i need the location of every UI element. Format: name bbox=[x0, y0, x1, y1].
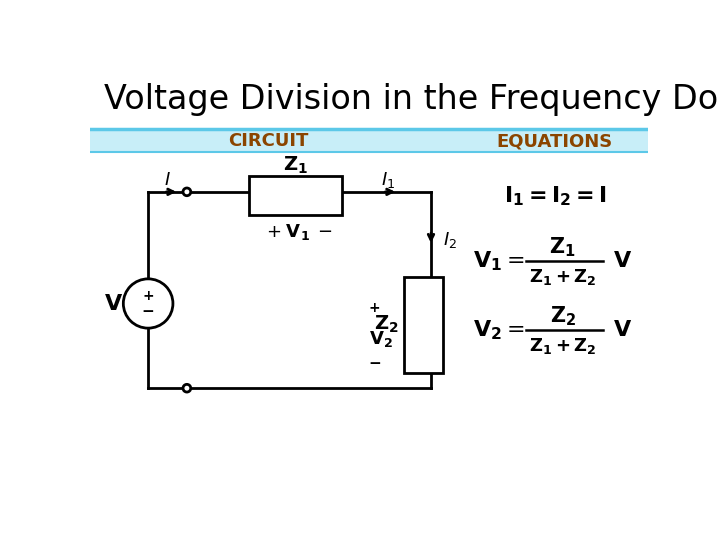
Text: $\mathbf{V}$: $\mathbf{V}$ bbox=[613, 251, 632, 271]
Text: −: − bbox=[142, 303, 155, 319]
Text: $I_1$: $I_1$ bbox=[381, 170, 395, 190]
Text: $\mathbf{V}$: $\mathbf{V}$ bbox=[613, 320, 632, 340]
Text: +: + bbox=[143, 289, 154, 303]
Circle shape bbox=[183, 384, 191, 392]
Text: $\mathbf{Z_1 + Z_2}$: $\mathbf{Z_1 + Z_2}$ bbox=[529, 336, 597, 356]
Text: −: − bbox=[368, 356, 381, 370]
Text: Voltage Division in the Frequency Domain: Voltage Division in the Frequency Domain bbox=[104, 83, 720, 116]
Text: $\mathbf{I_1 = I_2 = I}$: $\mathbf{I_1 = I_2 = I}$ bbox=[504, 184, 606, 207]
Text: EQUATIONS: EQUATIONS bbox=[497, 132, 613, 150]
Text: $\mathbf{Z_1}$: $\mathbf{Z_1}$ bbox=[283, 155, 308, 177]
Text: CIRCUIT: CIRCUIT bbox=[228, 132, 308, 150]
Text: $+\;\mathbf{V_1}\;-$: $+\;\mathbf{V_1}\;-$ bbox=[266, 222, 333, 242]
Text: $\mathbf{V}$: $\mathbf{V}$ bbox=[104, 294, 124, 314]
Text: +: + bbox=[369, 301, 380, 315]
Bar bbox=[404, 276, 443, 373]
Bar bbox=[249, 177, 342, 215]
Circle shape bbox=[183, 188, 191, 195]
Circle shape bbox=[123, 279, 173, 328]
Text: $\mathbf{V_2}$: $\mathbf{V_2}$ bbox=[369, 328, 392, 348]
Text: $\mathbf{Z_2}$: $\mathbf{Z_2}$ bbox=[374, 314, 399, 335]
Text: $\mathbf{Z_2}$: $\mathbf{Z_2}$ bbox=[549, 305, 576, 328]
Text: $\mathbf{Z_1}$: $\mathbf{Z_1}$ bbox=[549, 235, 576, 259]
Text: $\mathbf{Z_1 + Z_2}$: $\mathbf{Z_1 + Z_2}$ bbox=[529, 267, 597, 287]
Text: $I_2$: $I_2$ bbox=[444, 231, 457, 251]
Bar bbox=[90, 129, 648, 152]
Text: $\mathbf{V_2}=$: $\mathbf{V_2}=$ bbox=[472, 319, 524, 342]
Text: $I$: $I$ bbox=[164, 171, 171, 188]
Text: $\mathbf{V_1}=$: $\mathbf{V_1}=$ bbox=[472, 249, 524, 273]
